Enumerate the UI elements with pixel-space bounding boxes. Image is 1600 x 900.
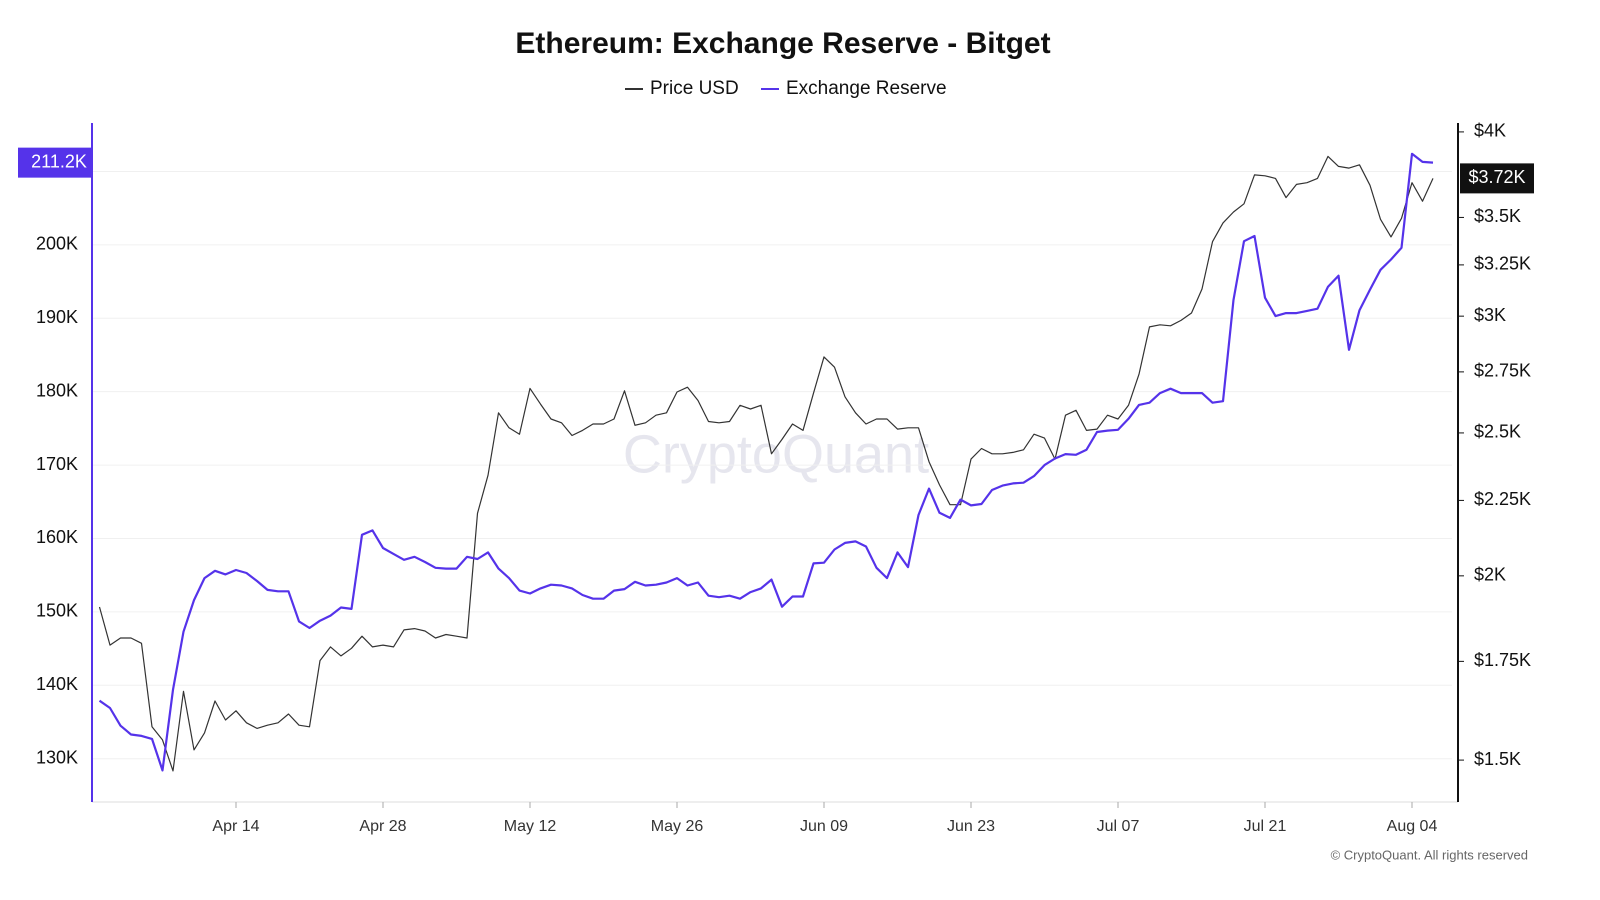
line-series xyxy=(98,155,1434,772)
legend-label: Exchange Reserve xyxy=(786,78,947,99)
x-tick-label: Jun 09 xyxy=(800,818,848,835)
y-tick-label: 160K xyxy=(36,527,78,547)
line-series xyxy=(98,152,1434,772)
x-tick-label: Apr 28 xyxy=(359,818,406,835)
y-tick-label: 170K xyxy=(36,454,78,474)
y-tick-label: 200K xyxy=(36,234,78,254)
x-tick-label: May 26 xyxy=(651,818,704,835)
y2-tick-label: $1.75K xyxy=(1474,650,1531,670)
badge-box xyxy=(18,147,92,178)
y2-tick-label: $3K xyxy=(1474,305,1506,325)
chart-title: Ethereum: Exchange Reserve - Bitget xyxy=(515,27,1050,60)
y2-tick-label: $2.5K xyxy=(1474,422,1521,442)
y2-tick-label: $2.25K xyxy=(1474,489,1531,509)
legend-item: Price USD xyxy=(625,78,739,99)
badge-label: $3.72K xyxy=(1468,167,1525,187)
y2-tick-label: $3.25K xyxy=(1474,254,1531,274)
y2-tick-label: $4K xyxy=(1474,121,1506,141)
y-tick-label: 190K xyxy=(36,307,78,327)
y-tick-label: 180K xyxy=(36,380,78,400)
badge-label: 211.2K xyxy=(31,151,87,171)
value-badge: 211.2K xyxy=(18,147,92,178)
y-tick-label: 150K xyxy=(36,601,78,621)
watermark: CryptoQuant xyxy=(623,424,929,484)
y2-tick-label: $2.75K xyxy=(1474,361,1531,381)
x-tick-label: Aug 04 xyxy=(1387,818,1438,835)
x-tick-label: Apr 14 xyxy=(212,818,259,835)
y2-tick-label: $2K xyxy=(1474,565,1506,585)
x-tick-label: Jul 21 xyxy=(1244,818,1287,835)
x-tick-label: Jul 07 xyxy=(1097,818,1140,835)
footnote: © CryptoQuant. All rights reserved xyxy=(1331,847,1528,862)
y2-tick-label: $1.5K xyxy=(1474,749,1521,769)
badge-box xyxy=(1460,163,1534,194)
legend-item: Exchange Reserve xyxy=(761,78,947,99)
y2-tick-label: $3.5K xyxy=(1474,206,1521,226)
y-tick-label: 130K xyxy=(36,747,78,767)
x-tick-label: May 12 xyxy=(504,818,557,835)
y-tick-label: 140K xyxy=(36,674,78,694)
x-tick-label: Jun 23 xyxy=(947,818,995,835)
legend-label: Price USD xyxy=(650,78,739,99)
value-badge: $3.72K xyxy=(1460,163,1534,194)
